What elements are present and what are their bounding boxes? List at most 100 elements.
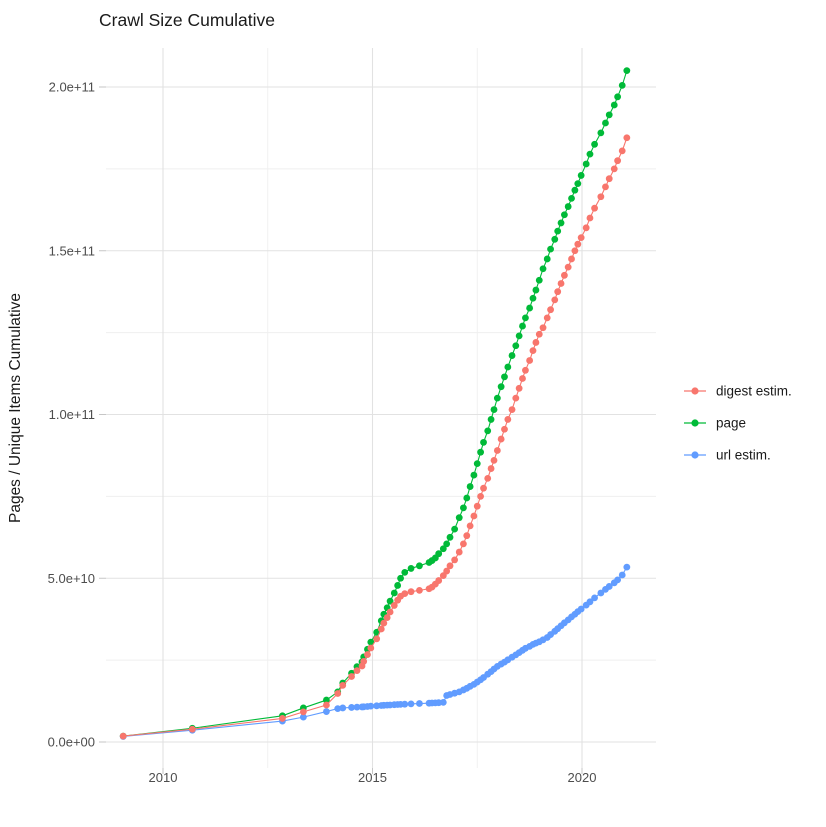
data-point-page xyxy=(551,235,559,243)
axis-tick-labels: 2010 2015 2020 0.0e+00 5.0e+10 1.0e+11 1.5e+11… xyxy=(48,80,597,786)
y-tick-label: 1.0e+11 xyxy=(49,407,95,422)
data-point-digest-estim xyxy=(435,577,443,584)
legend-label-digest-estim: digest estim. xyxy=(716,384,792,399)
data-point-digest-estim xyxy=(571,247,579,255)
data-point-digest-estim xyxy=(119,732,127,740)
data-point-digest-estim xyxy=(334,690,342,697)
data-point-page xyxy=(519,322,526,330)
data-point-page xyxy=(386,597,394,605)
x-tick-label: 2020 xyxy=(568,770,597,785)
data-point-digest-estim xyxy=(551,296,559,304)
data-point-digest-estim xyxy=(377,625,385,633)
data-point-page xyxy=(561,211,568,219)
data-point-page xyxy=(574,180,582,188)
data-point-page xyxy=(484,427,492,435)
data-point-page xyxy=(407,565,415,572)
data-point-page xyxy=(547,245,554,253)
data-point-digest-estim xyxy=(623,134,631,142)
data-point-page xyxy=(477,448,485,456)
data-point-digest-estim xyxy=(547,306,554,314)
data-point-page xyxy=(443,540,451,548)
data-point-digest-estim xyxy=(557,280,565,287)
data-point-digest-estim xyxy=(443,567,451,575)
data-point-page xyxy=(455,514,463,522)
data-point-page xyxy=(602,119,609,127)
data-point-page xyxy=(451,525,459,533)
data-point-page xyxy=(394,582,402,589)
legend-key-point-digest-estim xyxy=(691,387,699,395)
data-point-url-estim xyxy=(591,594,598,602)
data-point-digest-estim xyxy=(591,204,598,212)
data-point-page xyxy=(323,696,330,704)
data-point-digest-estim xyxy=(504,416,512,423)
legend-label-page: page xyxy=(716,416,746,431)
data-point-url-estim xyxy=(299,713,307,721)
y-tick-label: 1.5e+11 xyxy=(49,243,95,258)
data-point-digest-estim xyxy=(586,214,594,222)
data-point-digest-estim xyxy=(526,357,534,364)
data-point-page xyxy=(597,129,605,137)
legend-item-page: page xyxy=(684,416,746,431)
data-point-digest-estim xyxy=(463,532,471,540)
data-point-page xyxy=(582,160,590,168)
data-point-url-estim xyxy=(614,576,622,584)
data-point-page xyxy=(470,471,478,479)
data-point-page xyxy=(439,545,447,553)
data-point-page xyxy=(487,416,495,423)
data-point-url-estim xyxy=(334,705,342,712)
data-point-page xyxy=(515,332,523,340)
series-line-url-estim xyxy=(123,566,628,737)
data-point-page xyxy=(564,203,572,210)
series-url-estim xyxy=(119,563,631,740)
data-point-digest-estim xyxy=(582,224,590,232)
legend-label-url-estim: url estim. xyxy=(716,448,771,463)
data-point-digest-estim xyxy=(455,548,463,556)
data-point-digest-estim xyxy=(532,339,540,346)
data-point-url-estim xyxy=(416,700,423,707)
data-point-digest-estim xyxy=(407,588,415,596)
data-point-page xyxy=(529,294,537,302)
data-point-page xyxy=(591,140,598,148)
data-point-page xyxy=(543,255,551,263)
data-point-page xyxy=(618,81,626,89)
grid-major-lines xyxy=(106,48,656,768)
data-point-digest-estim xyxy=(466,522,474,530)
data-point-page xyxy=(435,550,443,558)
data-point-page xyxy=(508,352,516,359)
data-point-digest-estim xyxy=(522,366,529,374)
grid-minor-lines xyxy=(106,48,656,768)
data-point-page xyxy=(473,460,481,468)
data-point-page xyxy=(397,574,404,582)
data-point-page xyxy=(446,533,454,541)
data-point-digest-estim xyxy=(460,540,467,548)
data-point-digest-estim xyxy=(618,147,626,155)
data-point-url-estim xyxy=(323,708,330,715)
data-point-page xyxy=(535,276,543,284)
data-point-digest-estim xyxy=(487,465,495,472)
data-point-digest-estim xyxy=(568,255,575,263)
data-point-url-estim xyxy=(367,702,375,710)
x-tick-label: 2015 xyxy=(358,770,387,785)
data-point-digest-estim xyxy=(383,614,391,621)
axis-tick-marks xyxy=(99,86,583,774)
data-point-digest-estim xyxy=(512,394,520,402)
data-point-digest-estim xyxy=(602,183,609,191)
data-point-digest-estim xyxy=(299,708,307,716)
data-point-page xyxy=(577,172,585,179)
data-point-url-estim xyxy=(407,700,415,708)
data-point-page xyxy=(571,186,579,194)
data-point-digest-estim xyxy=(493,447,501,454)
data-point-page xyxy=(532,286,540,294)
data-point-page xyxy=(466,483,474,490)
data-point-url-estim xyxy=(577,605,585,613)
legend-item-digest-estim: digest estim. xyxy=(684,384,792,399)
data-point-digest-estim xyxy=(373,635,381,643)
data-point-digest-estim xyxy=(564,263,572,271)
data-point-page xyxy=(497,383,505,391)
data-point-digest-estim xyxy=(473,502,481,510)
data-point-url-estim xyxy=(353,703,361,711)
data-point-digest-estim xyxy=(515,384,523,392)
data-point-page xyxy=(390,589,398,597)
